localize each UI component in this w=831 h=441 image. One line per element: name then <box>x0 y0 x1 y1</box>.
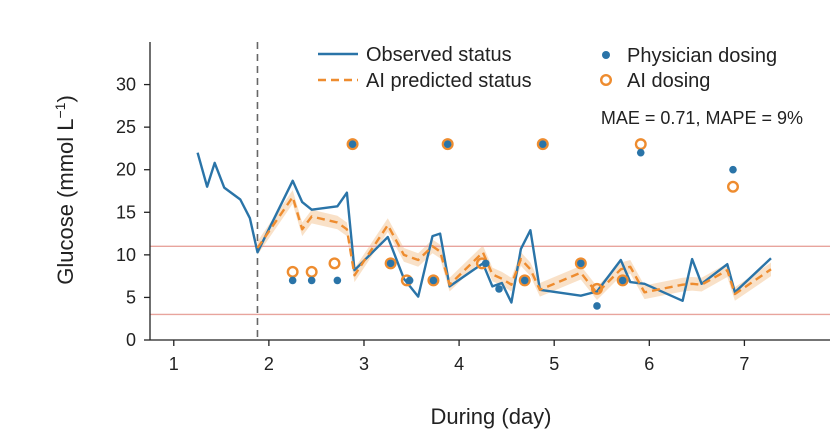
physician-dosing-marker-2 <box>333 276 342 285</box>
ai-dosing-marker-4 <box>384 257 397 270</box>
physician-dosing-marker-13 <box>593 302 601 310</box>
y-tick-label-0: 0 <box>126 330 136 350</box>
x-tick-label-2: 3 <box>359 354 369 374</box>
physician-dosing-marker-9 <box>495 285 503 293</box>
ai-dosing-marker-0 <box>286 265 299 278</box>
x-tick-label-3: 4 <box>454 354 464 374</box>
physician-dosing-marker-12 <box>577 259 585 268</box>
x-tick-label-0: 1 <box>169 354 179 374</box>
y-tick-label-6: 30 <box>116 75 136 95</box>
physician-dosing-marker-6 <box>429 276 438 285</box>
axes: 1 2 3 4 5 6 7 0 5 10 15 20 25 30 <box>116 42 830 374</box>
physician-dosing-marker-5 <box>405 276 414 285</box>
ai-dosing-marker-11 <box>574 257 587 270</box>
physician-dosing-marker-10 <box>520 276 529 285</box>
observed-status-line <box>196 152 772 304</box>
physician-dosing-marker-1 <box>307 276 316 285</box>
physician-dosing-marker-3 <box>348 140 357 148</box>
ai-predicted-status-line <box>256 195 772 296</box>
ai-dosing-marker-10 <box>536 138 549 151</box>
legend-observed-label: Observed status <box>366 44 512 66</box>
legend-physician-label: Physician dosing <box>627 45 777 67</box>
physician-dosing-marker-8 <box>481 259 490 268</box>
legend-physician-swatch <box>602 51 610 59</box>
ai-dosing-marker-7 <box>441 138 454 151</box>
x-tick-label-6: 7 <box>739 354 749 374</box>
ai-dosing-marker-12 <box>590 282 603 295</box>
reference-lines <box>150 245 830 316</box>
x-tick-label-4: 5 <box>549 354 559 374</box>
ai-dosing-marker-13 <box>616 274 629 287</box>
dosing-markers <box>286 138 739 310</box>
metrics-annotation: MAE = 0.71, MAPE = 9% <box>601 108 803 128</box>
legend-predicted-label: AI predicted status <box>366 70 532 92</box>
physician-dosing-marker-4 <box>386 259 395 268</box>
y-tick-label-1: 5 <box>126 287 136 307</box>
x-tick-label-5: 6 <box>644 354 654 374</box>
physician-dosing-marker-11 <box>538 140 547 148</box>
ai-dosing-marker-1 <box>305 265 318 278</box>
physician-dosing-marker-14 <box>618 276 627 285</box>
ai-dosing-marker-9 <box>518 274 531 287</box>
y-axis-title: Glucose (mmol L−1) <box>52 95 78 285</box>
physician-dosing-marker-15 <box>636 148 645 157</box>
ai-dosing-marker-2 <box>328 257 341 270</box>
ai-dosing-marker-15 <box>726 180 739 193</box>
y-axis-title-main: Glucose (mmol L <box>53 119 78 285</box>
physician-dosing-marker-16 <box>729 165 737 174</box>
y-axis-title-sup: −1 <box>52 102 68 118</box>
x-axis-title: During (day) <box>430 404 551 429</box>
legend-ai-dosing-label: AI dosing <box>627 70 710 92</box>
prediction-band-area <box>257 190 771 301</box>
prediction-band <box>257 190 771 301</box>
legend: Observed status AI predicted status Phys… <box>318 44 777 92</box>
series-lines <box>196 152 772 304</box>
x-tick-label-1: 2 <box>264 354 274 374</box>
y-tick-label-3: 15 <box>116 202 136 222</box>
ai-dosing-marker-14 <box>634 138 647 151</box>
legend-ai-dosing-swatch <box>600 73 613 86</box>
y-tick-label-5: 25 <box>116 117 136 137</box>
y-tick-label-2: 10 <box>116 245 136 265</box>
ai-dosing-marker-3 <box>346 138 359 151</box>
physician-dosing-marker-0 <box>288 276 297 285</box>
physician-dosing-marker-7 <box>443 140 452 148</box>
y-tick-label-4: 20 <box>116 160 136 180</box>
ai-dosing-marker-6 <box>427 274 440 287</box>
y-axis-title-close: ) <box>53 95 78 102</box>
